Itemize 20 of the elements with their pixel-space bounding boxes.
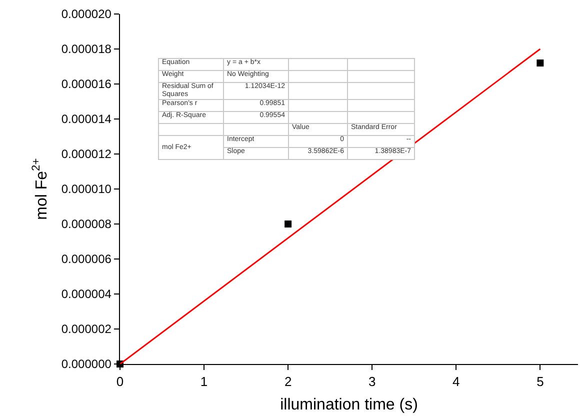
x-axis-title: illumination time (s)	[280, 396, 418, 414]
point	[284, 220, 292, 228]
y-tick-label: 0.000014	[61, 112, 112, 126]
y-tick-label: 0.000012	[61, 147, 112, 162]
point	[536, 60, 544, 66]
y-tick-label: 0.000016	[61, 77, 112, 92]
x-tick-label: 5	[536, 374, 544, 389]
x-tick-label: 4	[452, 374, 460, 389]
x-tick-label: 1	[200, 374, 208, 389]
y-tick-label: 0.000002	[61, 322, 112, 336]
y-tick-label: 0.000006	[61, 252, 112, 266]
x-tick-label: 0	[116, 374, 124, 389]
y-tick-label: 0.000018	[61, 42, 112, 56]
x-tick-label: 3	[368, 374, 376, 389]
y-tick-label: 0.000004	[61, 287, 112, 302]
x-tick-label: 2	[284, 374, 292, 389]
y-tick-label: 0.000000	[61, 357, 112, 372]
y-tick-label: 0.000020	[61, 7, 112, 22]
y-tick-label: 0.000010	[61, 182, 112, 196]
y-tick-label: 0.000008	[61, 217, 112, 232]
